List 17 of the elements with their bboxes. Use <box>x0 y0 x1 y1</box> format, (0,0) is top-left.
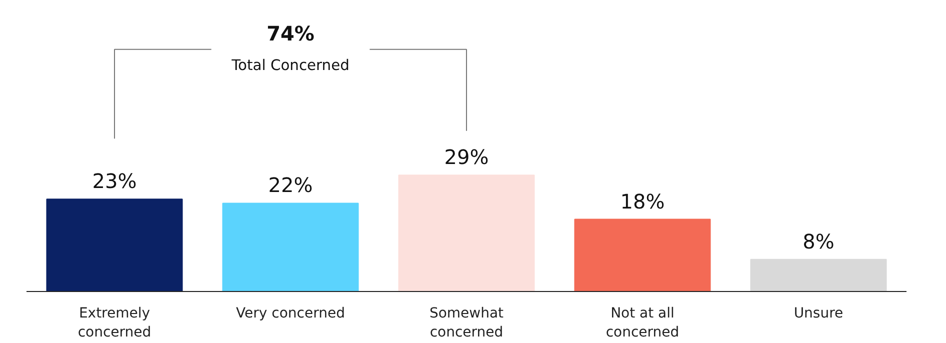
data-label: 29% <box>444 145 489 170</box>
x-tick-label: Extremely concerned <box>78 306 152 341</box>
text: 74% <box>266 21 314 46</box>
text: Total Concerned <box>230 56 350 74</box>
bar <box>574 218 711 292</box>
data-label: 23% <box>92 169 137 194</box>
bar <box>46 198 183 292</box>
bar <box>222 202 359 292</box>
data-label: 8% <box>802 229 834 254</box>
x-tick-label: Somewhat concerned <box>429 306 504 341</box>
data-label: 22% <box>268 173 313 198</box>
x-tick-label: Not at all concerned <box>606 306 680 341</box>
x-tick-label: Unsure <box>794 306 844 322</box>
bar <box>750 258 887 292</box>
bar <box>398 174 535 292</box>
x-tick-label: Very concerned <box>236 306 345 322</box>
data-label: 18% <box>620 189 665 214</box>
